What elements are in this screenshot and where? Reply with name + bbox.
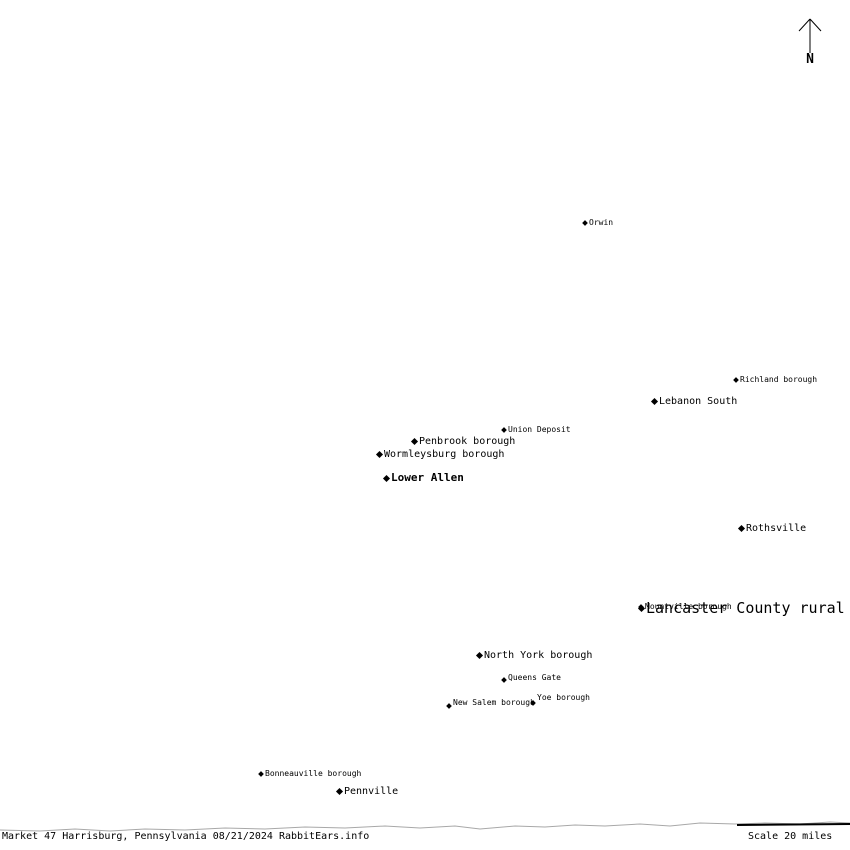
- place-penbrook-borough: Penbrook borough: [410, 436, 516, 447]
- place-label: Pennville: [344, 786, 399, 797]
- north-label: N: [806, 52, 814, 67]
- scale-bar: [736, 823, 850, 826]
- diamond-marker-icon: [410, 437, 419, 446]
- place-label: Lower Allen: [391, 471, 464, 484]
- place-queens-gate: Queens Gate: [501, 673, 561, 684]
- place-label: Penbrook borough: [419, 436, 516, 447]
- diamond-marker-icon: [258, 770, 264, 777]
- diamond-marker-icon: [737, 524, 746, 533]
- diamond-marker-icon: [530, 699, 536, 706]
- place-north-york-borough: North York borough: [475, 650, 593, 661]
- diamond-marker-icon: [501, 676, 507, 683]
- place-label: Lancaster County rural: [646, 599, 845, 617]
- place-yoe-borough: Yoe borough: [530, 693, 590, 707]
- place-lancaster-county-rural: Lancaster County rural: [637, 599, 845, 617]
- diamond-marker-icon: [637, 604, 646, 612]
- place-rothsville: Rothsville: [737, 523, 807, 534]
- diamond-marker-icon: [650, 397, 659, 406]
- place-label: Yoe borough: [537, 693, 590, 702]
- diamond-marker-icon: [582, 219, 588, 226]
- north-arrow-icon: [798, 18, 822, 53]
- diamond-marker-icon: [446, 702, 452, 709]
- place-union-deposit: Union Deposit: [501, 425, 571, 434]
- diamond-marker-icon: [501, 426, 507, 433]
- diamond-marker-icon: [375, 450, 384, 459]
- place-label: New Salem borough: [453, 698, 535, 707]
- diamond-marker-icon: [335, 787, 344, 796]
- place-label: Union Deposit: [508, 425, 571, 434]
- place-richland-borough: Richland borough: [733, 375, 818, 384]
- boundary-line: [0, 821, 850, 832]
- place-label: Orwin: [589, 218, 614, 227]
- place-bonneauville-borough: Bonneauville borough: [258, 769, 362, 778]
- scale-label: Scale 20 miles: [748, 831, 833, 842]
- place-new-salem-borough: New Salem borough: [446, 698, 535, 710]
- diamond-marker-icon: [382, 474, 391, 482]
- place-mountville-borough: Mountville borough: [638, 602, 732, 611]
- diamond-marker-icon: [475, 651, 484, 660]
- place-label: Queens Gate: [508, 673, 561, 682]
- place-orwin: Orwin: [582, 218, 614, 227]
- place-label: Richland borough: [740, 375, 818, 384]
- place-label: North York borough: [484, 650, 593, 661]
- place-pennville: Pennville: [335, 786, 399, 797]
- diamond-marker-icon: [733, 376, 739, 383]
- place-label: Bonneauville borough: [265, 769, 362, 778]
- place-label: Mountville borough: [645, 602, 732, 611]
- place-wormleysburg-borough: Wormleysburg borough: [375, 449, 505, 460]
- map-attribution: Market 47 Harrisburg, Pennsylvania 08/21…: [2, 831, 370, 842]
- place-lower-allen: Lower Allen: [382, 471, 464, 484]
- place-label: Lebanon South: [659, 396, 738, 407]
- place-label: Wormleysburg borough: [384, 449, 505, 460]
- place-label: Rothsville: [746, 523, 807, 534]
- place-lebanon-south: Lebanon South: [650, 396, 738, 407]
